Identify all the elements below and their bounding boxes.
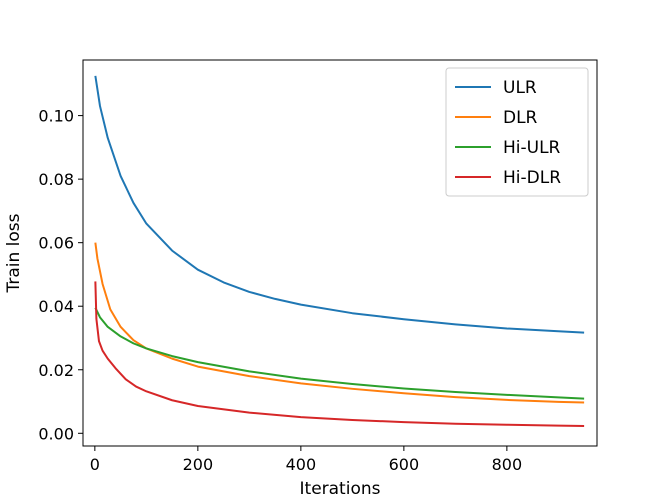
x-tick-label: 600 (389, 455, 420, 474)
legend-label-hi-dlr: Hi-DLR (503, 168, 561, 188)
x-axis-label: Iterations (300, 479, 381, 498)
y-tick-label: 0.02 (38, 361, 74, 380)
y-tick-label: 0.10 (38, 107, 74, 126)
series-line-hi-ulr (94, 307, 585, 400)
series-line-dlr (94, 242, 585, 404)
y-tick-label: 0.04 (38, 297, 74, 316)
series-layer (94, 75, 585, 427)
y-axis-label: Train loss (4, 213, 24, 293)
y-tick-label: 0.00 (38, 424, 74, 443)
x-tick-label: 0 (90, 455, 100, 474)
x-tick-label: 800 (492, 455, 523, 474)
legend-label-ulr: ULR (503, 78, 537, 98)
y-tick-label: 0.08 (38, 170, 74, 189)
y-tick-label: 0.06 (38, 234, 74, 253)
series-line-hi-dlr (94, 281, 585, 427)
plot-frame (82, 59, 598, 447)
x-tick-label: 400 (286, 455, 317, 474)
x-tick-label: 200 (183, 455, 214, 474)
series-line-ulr (94, 75, 585, 334)
legend-label-hi-ulr: Hi-ULR (503, 138, 561, 158)
axes-layer: 0 200 400 600 800 0.00 0.02 0.04 0.06 0.08 0.10 (38, 59, 598, 474)
legend: ULR DLR Hi-ULR Hi-DLR (445, 67, 589, 197)
legend-label-dlr: DLR (503, 108, 538, 128)
legend-box (445, 67, 589, 197)
